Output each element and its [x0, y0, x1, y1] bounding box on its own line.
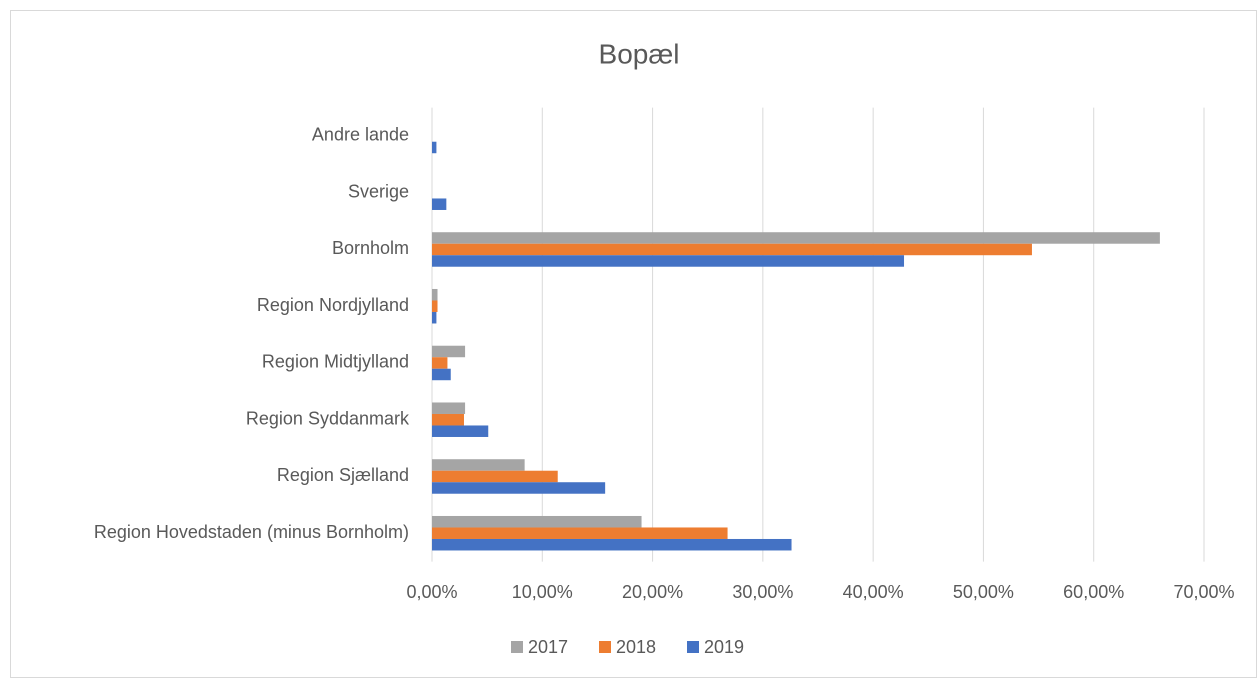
bar	[432, 255, 905, 267]
x-tick-label: 30,00%	[732, 582, 793, 602]
chart-border	[10, 10, 1257, 678]
legend-label: 2019	[704, 637, 744, 657]
legend-swatch	[599, 641, 611, 653]
bar	[432, 425, 489, 437]
bar	[432, 345, 466, 358]
bar	[432, 482, 606, 494]
bar	[432, 515, 642, 528]
bar	[432, 288, 438, 301]
y-tick-label: Region Midtjylland	[262, 352, 409, 372]
bar	[432, 141, 437, 154]
bar	[432, 368, 451, 381]
y-tick-label: Region Sjælland	[277, 465, 409, 485]
legend-label: 2017	[528, 637, 568, 657]
legend-swatch	[511, 641, 523, 653]
chart-title: Bopæl	[599, 38, 680, 69]
legend-swatch	[687, 641, 699, 653]
bar	[432, 300, 438, 312]
bar	[432, 357, 448, 369]
bar	[432, 311, 437, 324]
bar	[432, 470, 558, 483]
y-tick-label: Region Hovedstaden (minus Bornholm)	[94, 522, 409, 542]
x-tick-label: 40,00%	[843, 582, 904, 602]
y-tick-label: Bornholm	[332, 238, 409, 258]
x-tick-label: 20,00%	[622, 582, 683, 602]
x-tick-label: 10,00%	[512, 582, 573, 602]
bar	[432, 527, 728, 539]
bar	[432, 538, 792, 551]
y-tick-label: Region Syddanmark	[246, 408, 410, 428]
bar	[432, 402, 466, 414]
y-tick-label: Region Nordjylland	[257, 295, 409, 315]
bar	[432, 198, 447, 210]
bar	[432, 232, 1160, 244]
bar	[432, 243, 1032, 256]
bar	[432, 413, 464, 426]
x-tick-label: 50,00%	[953, 582, 1014, 602]
x-tick-label: 70,00%	[1173, 582, 1234, 602]
x-tick-label: 60,00%	[1063, 582, 1124, 602]
legend-label: 2018	[616, 637, 656, 657]
x-tick-label: 0,00%	[406, 582, 457, 602]
bar	[432, 459, 525, 471]
y-tick-label: Sverige	[348, 181, 409, 201]
y-tick-label: Andre lande	[312, 125, 409, 145]
